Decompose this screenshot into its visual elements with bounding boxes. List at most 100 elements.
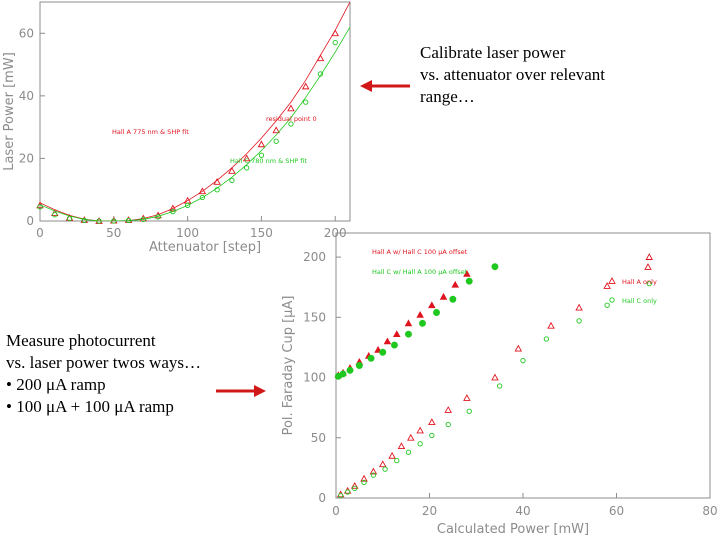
data-point	[331, 29, 340, 37]
y-axis-label: Laser Power [mW]	[2, 52, 17, 171]
data-point	[491, 373, 499, 381]
data-point	[355, 362, 363, 369]
faraday-chart: 0 20 40 60 80 0 50 100 150 200 Calculated Power [m…	[276, 229, 720, 540]
plot-frame	[39, 1, 351, 222]
residual-annotation: residual point 0	[266, 115, 317, 123]
x-tick-label: 200	[324, 226, 347, 240]
legend-entry-hall-a: Hall A 775 nm & SHP fit	[112, 128, 189, 136]
data-point	[37, 204, 43, 210]
x-tick-label: 100	[176, 226, 199, 240]
data-point	[439, 292, 448, 300]
data-point	[428, 418, 436, 425]
data-point	[382, 466, 388, 472]
data-point	[155, 214, 161, 220]
x-tick-label: 20	[422, 504, 437, 518]
legend-marker	[608, 277, 616, 284]
data-point	[378, 460, 387, 468]
data-point	[111, 218, 117, 224]
data-point	[428, 301, 436, 309]
data-point	[81, 217, 87, 224]
x-tick-label: 40	[515, 504, 530, 518]
data-point	[393, 330, 401, 338]
data-point	[287, 104, 295, 112]
data-point	[338, 492, 344, 499]
data-point	[604, 302, 610, 308]
data-point	[367, 354, 375, 362]
data-point	[407, 433, 415, 441]
data-point	[169, 204, 177, 212]
data-point	[405, 449, 412, 455]
data-point	[316, 54, 325, 62]
data-point	[257, 140, 266, 148]
y-tick-label: 150	[303, 310, 326, 324]
data-point	[388, 451, 396, 459]
y-tick-label: 50	[311, 431, 326, 445]
attenuator-chart: 0 50 100 150 200 0 20 40 60 Attenuator [step] Lase…	[0, 0, 352, 256]
data-point	[444, 406, 452, 413]
data-point	[301, 82, 310, 90]
data-point	[463, 270, 471, 277]
data-point	[350, 482, 359, 489]
data-point	[543, 336, 550, 342]
data-point	[451, 280, 459, 288]
x-tick-label: 50	[106, 226, 121, 240]
data-point	[332, 40, 338, 46]
fit-curve	[40, 26, 350, 221]
data-point	[184, 202, 191, 209]
y-tick-label: 200	[303, 250, 326, 264]
legend-entry: Hall A w/ Hall C 100 μA offset	[372, 248, 468, 256]
data-point	[360, 474, 368, 482]
data-point	[575, 303, 583, 311]
data-point	[419, 319, 426, 327]
data-point	[417, 441, 423, 447]
legend-marker	[644, 263, 652, 270]
y-tick-label: 0	[26, 214, 34, 228]
data-point	[258, 152, 265, 158]
data-point	[379, 348, 387, 356]
data-point	[445, 421, 451, 428]
data-point	[496, 383, 503, 389]
arrow-to-top-chart-icon	[360, 80, 410, 92]
data-point	[229, 177, 235, 183]
data-point	[405, 330, 412, 338]
data-point	[514, 344, 523, 352]
x-axis-label: Attenuator [step]	[149, 240, 261, 255]
data-point	[125, 217, 132, 224]
legend-entry: Hall A only	[622, 278, 657, 286]
data-point	[244, 165, 250, 171]
legend-marker	[609, 297, 615, 303]
data-point	[646, 280, 652, 287]
data-point	[603, 282, 611, 289]
arrow-to-bottom-chart-icon	[216, 385, 266, 397]
data-point	[491, 263, 499, 271]
data-point	[339, 370, 347, 378]
legend-entry-hall-c: Hall C 780 nm & SHP fit	[230, 157, 307, 165]
data-point	[520, 358, 526, 364]
data-point	[199, 194, 206, 201]
data-point	[303, 99, 309, 105]
data-point	[369, 467, 378, 475]
data-point	[288, 121, 294, 127]
data-point	[170, 208, 176, 215]
data-point	[345, 489, 351, 495]
data-point	[361, 479, 367, 485]
data-point	[645, 253, 653, 260]
data-point	[352, 485, 358, 492]
data-point	[397, 442, 406, 450]
data-point	[547, 321, 555, 329]
data-point	[213, 177, 221, 185]
data-point	[433, 309, 440, 316]
data-point	[272, 126, 280, 134]
y-tick-label: 20	[19, 151, 34, 165]
data-point	[383, 337, 392, 345]
data-point	[214, 187, 220, 193]
data-point	[242, 154, 251, 162]
x-axis-label: Calculated Power [mW]	[437, 522, 589, 537]
data-point	[576, 318, 582, 324]
y-tick-label: 60	[19, 26, 34, 40]
y-tick-label: 40	[19, 89, 34, 103]
data-point	[66, 215, 73, 222]
data-point	[374, 345, 382, 353]
x-tick-label: 60	[609, 504, 624, 518]
x-tick-label: 0	[332, 504, 340, 518]
